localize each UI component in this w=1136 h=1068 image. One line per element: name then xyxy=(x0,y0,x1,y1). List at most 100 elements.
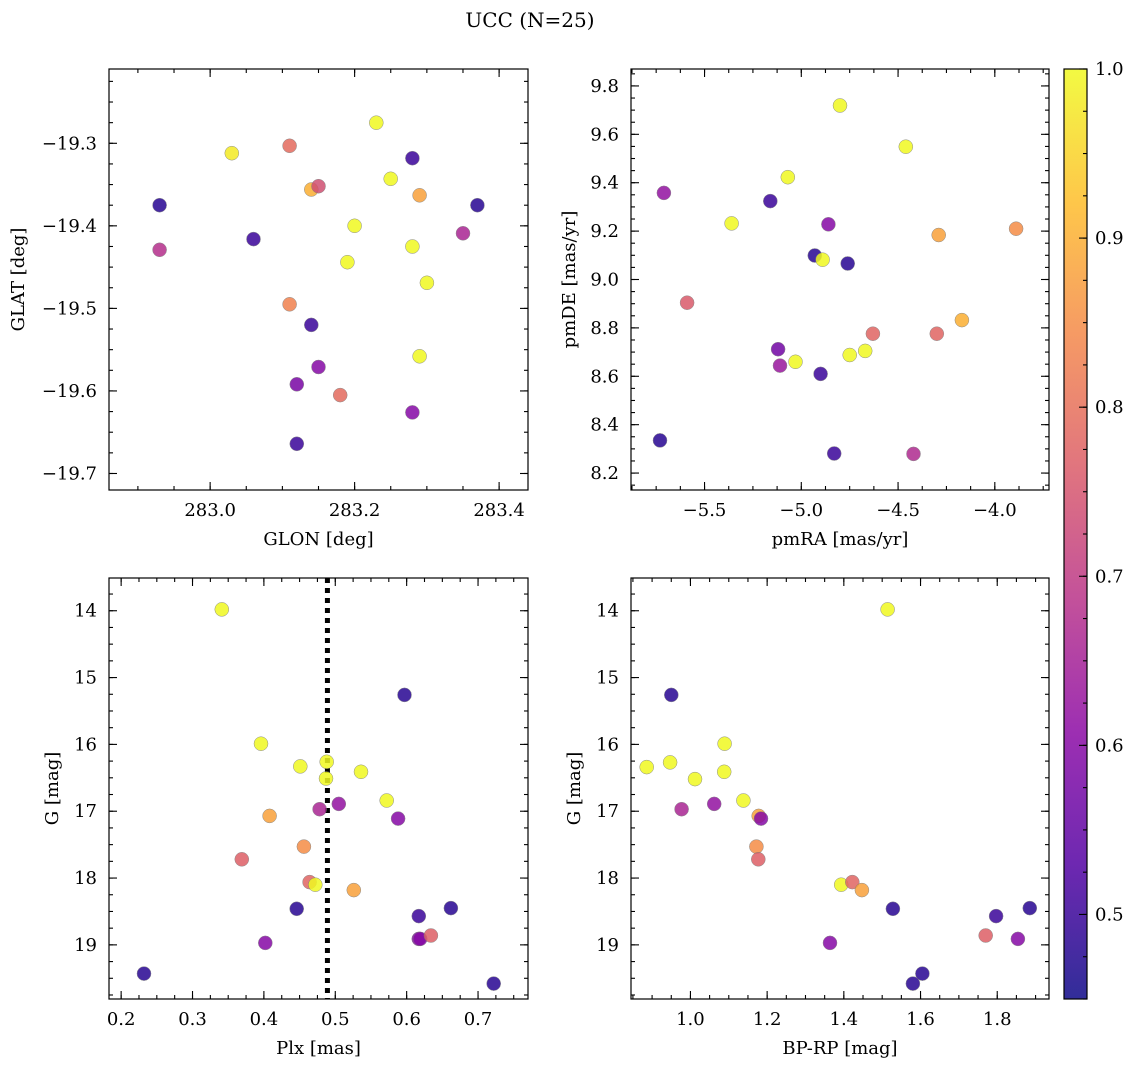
x-tick-label: −4.0 xyxy=(973,500,1017,521)
x-tick-label: 1.2 xyxy=(753,1009,782,1030)
data-point xyxy=(753,811,769,826)
data-point xyxy=(412,188,427,203)
data-point xyxy=(821,217,836,232)
data-point xyxy=(353,764,369,780)
data-point xyxy=(379,793,394,808)
panel-pmra-pmde: −5.5 −5.0 −4.5 −4.0 8.2 8.4 8.6 8.8 9.0 9.2 9.4 9.6… xyxy=(559,68,1050,550)
data-point xyxy=(788,354,803,370)
data-point xyxy=(749,839,764,854)
x-tick-label: 1.8 xyxy=(983,1009,1012,1030)
data-point xyxy=(443,900,459,916)
colorbar-tick-label: 0.6 xyxy=(1095,735,1124,756)
data-point xyxy=(282,138,297,154)
colorbar-tick-label: 0.5 xyxy=(1095,904,1124,925)
data-point xyxy=(1010,931,1026,947)
data-point xyxy=(411,908,427,924)
data-point xyxy=(716,764,732,780)
data-point xyxy=(770,341,786,357)
data-point xyxy=(405,150,420,166)
data-point xyxy=(312,801,327,817)
data-point xyxy=(296,839,312,854)
y-tick-label: 14 xyxy=(596,601,619,622)
figure-title: UCC (N=25) xyxy=(465,8,594,32)
x-tick-label: 1.4 xyxy=(830,1009,859,1030)
y-tick-label: 9.2 xyxy=(590,221,619,242)
data-point xyxy=(845,874,860,890)
data-point xyxy=(978,928,993,943)
y-tick-label: 14 xyxy=(74,601,97,622)
data-point xyxy=(826,446,842,461)
y-tick-label: 19 xyxy=(596,935,619,956)
data-point xyxy=(905,976,921,991)
data-point xyxy=(706,796,722,812)
y-tick-label: 17 xyxy=(596,801,619,822)
data-point xyxy=(664,687,679,703)
y-tick-label: 8.2 xyxy=(590,463,619,484)
data-point xyxy=(293,759,308,774)
y-tick-label: −19.3 xyxy=(42,133,97,154)
y-tick-label: 9.6 xyxy=(590,124,619,145)
x-tick-label: 0.7 xyxy=(464,1009,493,1030)
data-point xyxy=(988,908,1004,924)
x-tick-label: 1.6 xyxy=(906,1009,935,1030)
data-point xyxy=(815,252,830,267)
data-point xyxy=(652,433,668,448)
y-tick-label: 9.0 xyxy=(590,270,619,291)
data-point xyxy=(152,197,167,213)
data-point xyxy=(906,446,921,462)
y-tick-label: −19.4 xyxy=(42,216,97,237)
data-point xyxy=(822,935,838,951)
data-point xyxy=(639,759,654,775)
x-tick-label: −5.5 xyxy=(683,500,727,521)
x-tick-label: 0.5 xyxy=(321,1009,350,1030)
data-point xyxy=(136,966,152,981)
y-tick-label: −19.6 xyxy=(42,381,97,402)
data-point xyxy=(340,254,355,270)
data-point xyxy=(662,755,678,770)
data-point xyxy=(898,139,914,154)
data-point xyxy=(331,796,347,812)
y-tick-label: 8.6 xyxy=(590,366,619,387)
y-tick-label: 17 xyxy=(74,801,97,822)
data-point xyxy=(751,852,766,867)
x-tick-label: 0.2 xyxy=(107,1009,136,1030)
y-axis-label: GLAT [deg] xyxy=(8,228,29,332)
axes-frame xyxy=(630,68,1050,491)
data-point xyxy=(929,326,945,341)
x-tick-label: 283.4 xyxy=(473,500,525,521)
data-point xyxy=(412,349,427,364)
data-point xyxy=(383,171,398,187)
axes-frame xyxy=(108,68,529,491)
axes-frame xyxy=(630,577,1050,1000)
panel-bprp-g: 1.0 1.2 1.4 1.6 1.8 14 15 16 17 18 19 BP-RP [mag] G … xyxy=(564,577,1050,1059)
data-point xyxy=(289,901,304,917)
data-point xyxy=(915,966,930,981)
data-point xyxy=(311,359,326,375)
panel-glon-glat: 283.0 283.2 283.4 −19.3 −19.4 −19.5 −19.6 −19.7… xyxy=(8,68,529,550)
y-tick-label: 8.8 xyxy=(590,318,619,339)
data-point xyxy=(1022,900,1038,916)
data-point xyxy=(253,736,269,751)
data-point xyxy=(687,771,703,787)
data-point xyxy=(832,98,848,113)
data-point xyxy=(470,197,485,213)
data-point xyxy=(880,602,895,617)
data-point xyxy=(679,295,695,310)
data-point xyxy=(455,226,471,241)
data-point xyxy=(865,326,881,341)
y-tick-label: 9.4 xyxy=(590,173,619,194)
data-point xyxy=(656,185,672,201)
data-point xyxy=(152,242,167,258)
data-point xyxy=(486,976,501,991)
data-point xyxy=(332,387,348,403)
data-point xyxy=(390,811,406,826)
colorbar-tick-label: 0.7 xyxy=(1095,566,1124,587)
y-tick-label: 16 xyxy=(74,734,97,755)
x-axis-label: BP-RP [mag] xyxy=(782,1038,897,1059)
y-tick-label: 9.8 xyxy=(590,76,619,97)
colorbar-tick-label: 0.9 xyxy=(1095,228,1124,249)
data-point xyxy=(304,317,319,333)
y-axis-label: G [mag] xyxy=(42,752,63,825)
colorbar-frame xyxy=(1063,68,1088,1000)
data-point xyxy=(736,793,751,808)
